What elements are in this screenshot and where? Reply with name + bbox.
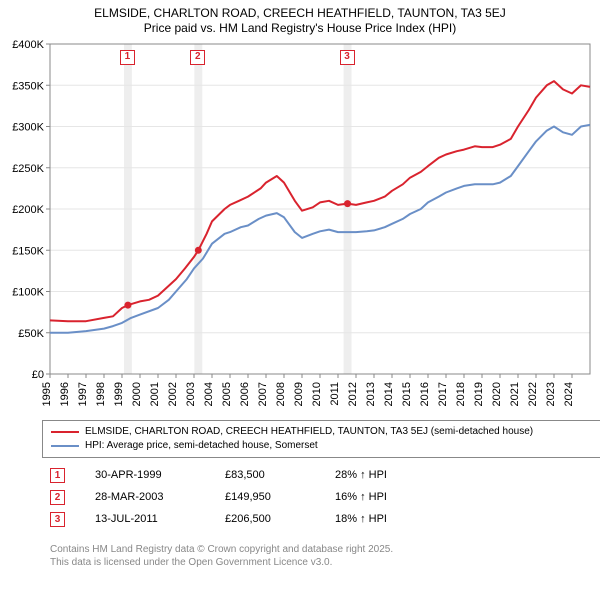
sale-dot [344, 200, 351, 207]
sale-marker-table: 1 [50, 468, 65, 483]
footer-line-2: This data is licensed under the Open Gov… [50, 556, 393, 569]
x-tick-label: 2020 [491, 382, 503, 406]
x-tick-label: 2006 [239, 382, 251, 406]
y-tick-label: £50K [18, 328, 44, 340]
x-tick-label: 2008 [275, 382, 287, 406]
x-tick-label: 2021 [509, 382, 521, 406]
y-tick-label: £200K [12, 204, 44, 216]
sale-marker-table: 3 [50, 512, 65, 527]
x-tick-label: 1996 [59, 382, 71, 406]
x-tick-label: 2013 [365, 382, 377, 406]
footer-licence: Contains HM Land Registry data © Crown c… [50, 543, 393, 569]
legend-swatch [51, 431, 79, 433]
x-tick-label: 2011 [329, 382, 341, 406]
x-tick-label: 2012 [347, 382, 359, 406]
sale-date: 30-APR-1999 [95, 469, 225, 481]
x-tick-label: 2004 [203, 382, 215, 406]
y-tick-label: £350K [12, 80, 44, 92]
y-tick-label: £0 [32, 369, 44, 381]
x-tick-label: 1995 [41, 382, 53, 406]
x-tick-label: 2010 [311, 382, 323, 406]
sale-price: £83,500 [225, 469, 335, 481]
x-tick-label: 1998 [95, 382, 107, 406]
sales-row: 1 30-APR-1999£83,50028% ↑ HPI [50, 464, 387, 486]
y-tick-label: £250K [12, 163, 44, 175]
y-tick-label: £300K [12, 122, 44, 134]
sale-marker-chart: 3 [340, 50, 355, 65]
x-tick-label: 2015 [401, 382, 413, 406]
x-tick-label: 2023 [545, 382, 557, 406]
x-tick-label: 2018 [455, 382, 467, 406]
sales-row: 3 13-JUL-2011£206,50018% ↑ HPI [50, 508, 387, 530]
y-tick-label: £100K [12, 287, 44, 299]
legend-swatch [51, 445, 79, 447]
sales-table: 1 30-APR-1999£83,50028% ↑ HPI 2 28-MAR-2003… [50, 464, 387, 530]
x-tick-label: 2017 [437, 382, 449, 406]
x-tick-label: 1997 [77, 382, 89, 406]
sale-diff: 16% ↑ HPI [335, 491, 387, 503]
legend-item: ELMSIDE, CHARLTON ROAD, CREECH HEATHFIEL… [51, 425, 599, 439]
legend-label: ELMSIDE, CHARLTON ROAD, CREECH HEATHFIEL… [85, 425, 533, 439]
sale-marker-table: 2 [50, 490, 65, 505]
x-tick-label: 2019 [473, 382, 485, 406]
footer-line-1: Contains HM Land Registry data © Crown c… [50, 543, 393, 556]
legend-label: HPI: Average price, semi-detached house,… [85, 439, 318, 453]
x-tick-label: 2024 [563, 382, 575, 406]
chart-page: { "title": { "line1": "ELMSIDE, CHARLTON… [0, 0, 600, 590]
sale-diff: 18% ↑ HPI [335, 513, 387, 525]
sale-date: 13-JUL-2011 [95, 513, 225, 525]
x-tick-label: 2009 [293, 382, 305, 406]
x-tick-label: 2005 [221, 382, 233, 406]
x-tick-label: 2022 [527, 382, 539, 406]
x-tick-label: 2002 [167, 382, 179, 406]
x-tick-label: 2000 [131, 382, 143, 406]
sale-dot [124, 302, 131, 309]
sale-marker-chart: 2 [190, 50, 205, 65]
x-tick-label: 2001 [149, 382, 161, 406]
sale-price: £206,500 [225, 513, 335, 525]
sale-dot [195, 247, 202, 254]
y-tick-label: £150K [12, 245, 44, 257]
sales-row: 2 28-MAR-2003£149,95016% ↑ HPI [50, 486, 387, 508]
x-tick-label: 2014 [383, 382, 395, 406]
sale-marker-chart: 1 [120, 50, 135, 65]
legend: ELMSIDE, CHARLTON ROAD, CREECH HEATHFIEL… [42, 420, 600, 458]
sale-date: 28-MAR-2003 [95, 491, 225, 503]
sale-price: £149,950 [225, 491, 335, 503]
line-chart: £0 £50K £100K £150K £200K £250K £300K £350K £400… [0, 0, 600, 414]
x-tick-label: 2007 [257, 382, 269, 406]
x-tick-label: 2016 [419, 382, 431, 406]
y-tick-label: £400K [12, 39, 44, 51]
x-tick-label: 1999 [113, 382, 125, 406]
legend-item: HPI: Average price, semi-detached house,… [51, 439, 599, 453]
x-tick-label: 2003 [185, 382, 197, 406]
sale-diff: 28% ↑ HPI [335, 469, 387, 481]
